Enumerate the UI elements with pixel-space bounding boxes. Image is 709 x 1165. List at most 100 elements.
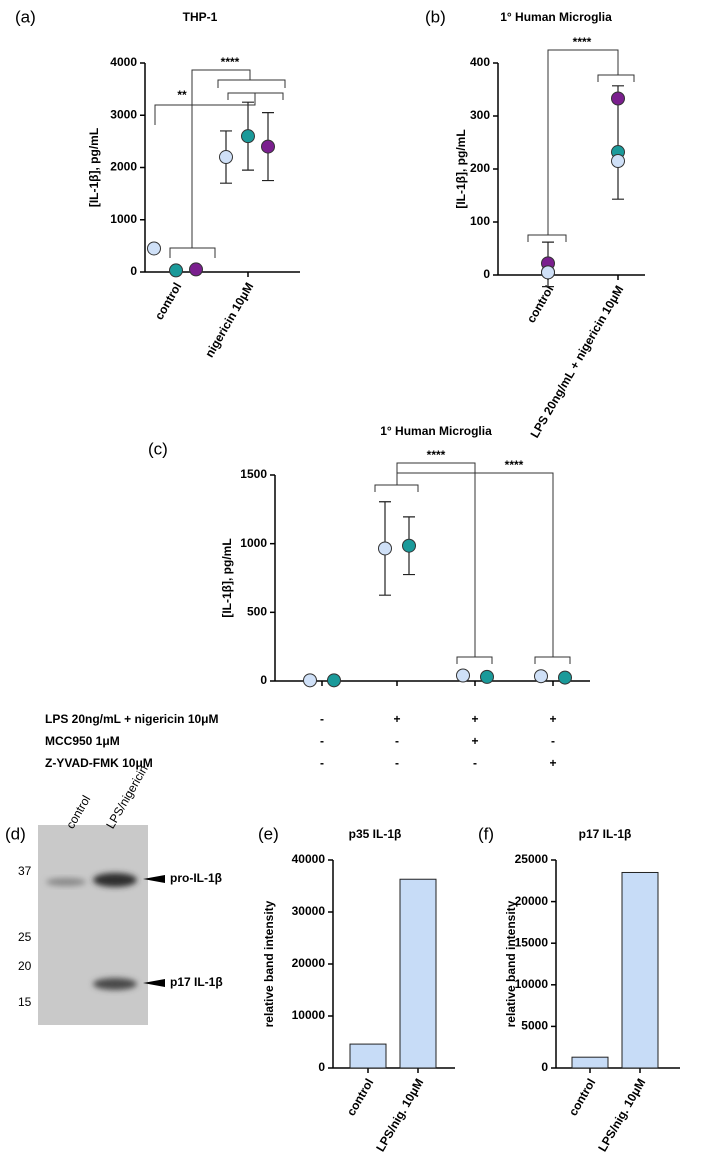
data-point	[261, 139, 275, 154]
data-point	[327, 673, 341, 688]
x-tick-label: nigericin 10μM	[202, 280, 256, 360]
y-tick-label: 1500	[240, 467, 267, 481]
y-tick-label: 30000	[292, 904, 326, 918]
treatment-sign: -	[395, 756, 399, 770]
y-tick-label: 20000	[515, 894, 549, 908]
treatment-sign: -	[320, 756, 324, 770]
y-axis-label: [IL-1β], pg/mL	[454, 129, 468, 208]
treatment-sign: +	[549, 712, 556, 726]
treatment-sign: -	[395, 734, 399, 748]
y-tick-label: 10000	[515, 977, 549, 991]
band-label: pro-IL-1β	[170, 871, 222, 885]
treatment-sign: -	[320, 734, 324, 748]
significance-label: **	[177, 88, 187, 102]
treatment-sign: +	[471, 734, 478, 748]
treatment-label: Z-YVAD-FMK 10μM	[45, 756, 153, 770]
bar	[349, 1043, 387, 1069]
y-tick-label: 1000	[110, 212, 137, 226]
data-point	[147, 241, 161, 256]
data-point	[558, 670, 572, 685]
significance-bracket	[527, 49, 635, 242]
treatment-sign: -	[551, 734, 555, 748]
treatment-label: LPS 20ng/mL + nigericin 10μM	[45, 712, 219, 726]
data-point	[241, 129, 255, 144]
x-tick-label: LPS/nig. 10μM	[595, 1076, 648, 1154]
significance-label: ****	[221, 55, 240, 69]
y-tick-label: 0	[130, 264, 137, 278]
y-axis-label: relative band intensity	[262, 900, 276, 1027]
y-tick-label: 15000	[515, 935, 549, 949]
data-point	[456, 668, 470, 683]
band	[93, 978, 137, 990]
significance-bracket	[154, 92, 284, 125]
panel-label: (d)	[5, 824, 26, 843]
data-point	[189, 262, 203, 277]
y-tick-label: 2000	[110, 160, 137, 174]
band	[93, 873, 137, 887]
data-point	[169, 263, 183, 278]
y-tick-label: 300	[470, 108, 490, 122]
y-tick-label: 0	[260, 673, 267, 687]
x-tick-label: LPS/nig. 10μM	[373, 1076, 426, 1154]
data-point	[541, 265, 555, 280]
bar	[621, 871, 659, 1069]
chart-title: p17 IL-1β	[579, 827, 632, 841]
treatment-sign: +	[549, 756, 556, 770]
panel-label: (b)	[425, 7, 446, 26]
treatment-sign: -	[320, 712, 324, 726]
band-label: p17 IL-1β	[170, 975, 223, 989]
y-tick-label: 1000	[240, 536, 267, 550]
y-tick-label: 0	[541, 1060, 548, 1074]
data-point	[402, 538, 416, 553]
x-tick-label: control	[566, 1076, 598, 1118]
chart-title: p35 IL-1β	[349, 827, 402, 841]
y-axis-label: [IL-1β], pg/mL	[87, 128, 101, 207]
arrow	[143, 979, 165, 987]
significance-bracket	[397, 472, 571, 664]
marker-label: 15	[18, 995, 32, 1009]
y-tick-label: 25000	[515, 852, 549, 866]
panel-label: (e)	[258, 824, 279, 843]
data-point	[480, 669, 494, 684]
blot-image	[38, 825, 148, 1025]
significance-bracket	[374, 462, 493, 664]
bar	[571, 1056, 609, 1069]
x-tick-label: control	[344, 1076, 376, 1118]
y-axis-label: [IL-1β], pg/mL	[220, 538, 234, 617]
lane-label: LPS/nigericin	[103, 763, 150, 831]
treatment-sign: -	[473, 756, 477, 770]
y-tick-label: 10000	[292, 1008, 326, 1022]
y-tick-label: 100	[470, 214, 490, 228]
significance-label: ****	[427, 448, 446, 462]
chart-title: 1° Human Microglia	[380, 424, 492, 438]
y-tick-label: 40000	[292, 852, 326, 866]
x-tick-label: control	[524, 283, 556, 325]
y-tick-label: 4000	[110, 55, 137, 69]
bar	[399, 878, 437, 1069]
band	[46, 878, 86, 886]
data-point	[611, 91, 625, 106]
y-tick-label: 200	[470, 161, 490, 175]
significance-label: ****	[505, 458, 524, 472]
panel-label: (a)	[15, 7, 36, 26]
treatment-label: MCC950 1μM	[45, 734, 120, 748]
treatment-sign: +	[471, 712, 478, 726]
y-tick-label: 400	[470, 55, 490, 69]
y-tick-label: 5000	[521, 1019, 548, 1033]
y-tick-label: 20000	[292, 956, 326, 970]
chart-title: 1° Human Microglia	[500, 10, 612, 24]
x-tick-label: control	[152, 280, 184, 322]
significance-label: ****	[573, 35, 592, 49]
data-point	[611, 154, 625, 169]
treatment-sign: +	[393, 712, 400, 726]
y-tick-label: 0	[318, 1060, 325, 1074]
data-point	[534, 669, 548, 684]
marker-label: 20	[18, 959, 32, 973]
significance-bracket	[169, 69, 286, 258]
y-tick-label: 0	[483, 267, 490, 281]
y-tick-label: 3000	[110, 107, 137, 121]
marker-label: 25	[18, 930, 32, 944]
arrow	[143, 875, 165, 883]
panel-label: (f)	[478, 824, 494, 843]
data-point	[378, 541, 392, 556]
